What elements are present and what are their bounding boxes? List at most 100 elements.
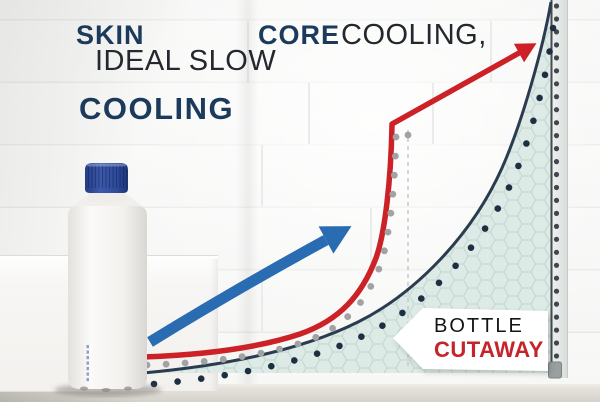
dot (257, 349, 265, 357)
dot (553, 327, 560, 333)
dot (244, 367, 252, 375)
dot (336, 342, 343, 350)
dot (390, 171, 398, 179)
dot (546, 48, 553, 55)
dot (387, 209, 395, 217)
dot (291, 357, 298, 364)
core-cooling-curve (142, 1, 553, 375)
dot (553, 133, 560, 139)
dot (515, 162, 522, 170)
red-arrowhead-icon (513, 43, 537, 63)
tile-joint (247, 21, 249, 82)
dot (553, 29, 560, 35)
dot (553, 94, 560, 100)
dot (553, 146, 560, 152)
dot (553, 314, 560, 320)
ideal-slow-label: IDEAL SLOW (95, 45, 277, 77)
bottle-base-detail (80, 386, 88, 391)
skin-cooling-dots (143, 133, 400, 369)
bottle-cap-highlight (87, 163, 126, 167)
dot (553, 249, 560, 255)
dot (276, 345, 283, 353)
bottle-base-detail (101, 388, 111, 392)
tile-joint (261, 145, 263, 206)
dot (392, 152, 399, 160)
dot (174, 378, 181, 385)
dot (536, 94, 543, 102)
dot (553, 16, 560, 22)
dot (553, 340, 560, 346)
dot (553, 42, 560, 48)
bottle-cutaway-label: BOTTLE CUTAWAY (392, 306, 549, 372)
dot (329, 324, 336, 332)
dot (553, 275, 560, 281)
dot (553, 288, 560, 294)
dot (150, 380, 158, 388)
dot (549, 24, 557, 32)
bottle-body (68, 206, 147, 389)
dot (553, 159, 560, 165)
dot (312, 333, 320, 341)
dot (553, 171, 560, 178)
dot (238, 353, 246, 360)
core-label: CORE (258, 20, 341, 50)
cooling-label: COOLING (79, 91, 235, 126)
dot (553, 210, 560, 216)
dot (553, 107, 560, 113)
tile-joint (308, 83, 310, 144)
dot (384, 228, 392, 236)
skin-label: SKIN (76, 20, 145, 50)
core-cooling-dots (150, 24, 557, 388)
dot (197, 375, 205, 383)
dot (467, 244, 475, 251)
dot (553, 184, 560, 191)
skin-cooling-curve (140, 50, 522, 360)
dot (541, 71, 549, 79)
blue-arrowhead-icon (318, 226, 352, 254)
guide-dot (404, 131, 412, 139)
dot (553, 55, 560, 61)
dot (219, 355, 227, 363)
dot (452, 262, 459, 270)
dot (367, 283, 375, 290)
wall-dotted-line (553, 3, 560, 359)
dot (399, 309, 406, 317)
bottle-cap-ridges (86, 165, 127, 188)
dot (553, 353, 560, 359)
cutaway-text-bottle: BOTTLE (434, 315, 524, 337)
strip-foot (548, 361, 562, 379)
blue-arrow-shaft (147, 235, 329, 347)
tile-joint (490, 21, 492, 82)
dot (294, 340, 302, 348)
dot (530, 117, 537, 125)
dot (553, 81, 560, 87)
dot (389, 190, 397, 198)
dot (553, 3, 560, 9)
dot (268, 362, 275, 370)
dot (381, 247, 388, 255)
tile-joint (432, 83, 434, 144)
dot (494, 205, 502, 212)
tile-joint (370, 208, 372, 269)
dot (553, 197, 560, 203)
dot (435, 279, 443, 287)
dot (200, 358, 208, 365)
dot (344, 313, 352, 320)
dot (553, 301, 560, 307)
cutaway-arrow-shape: BOTTLE CUTAWAY (393, 308, 548, 371)
dot (221, 371, 228, 379)
dot (379, 322, 386, 330)
bottle-markings (86, 345, 89, 382)
bottle-base-detail (124, 386, 132, 391)
dot (392, 133, 400, 141)
dot (162, 360, 170, 368)
dot (553, 68, 560, 74)
dot (313, 350, 321, 358)
dot (505, 184, 513, 191)
bottle-neck (88, 191, 126, 202)
dot (181, 359, 189, 367)
dot (553, 120, 560, 126)
